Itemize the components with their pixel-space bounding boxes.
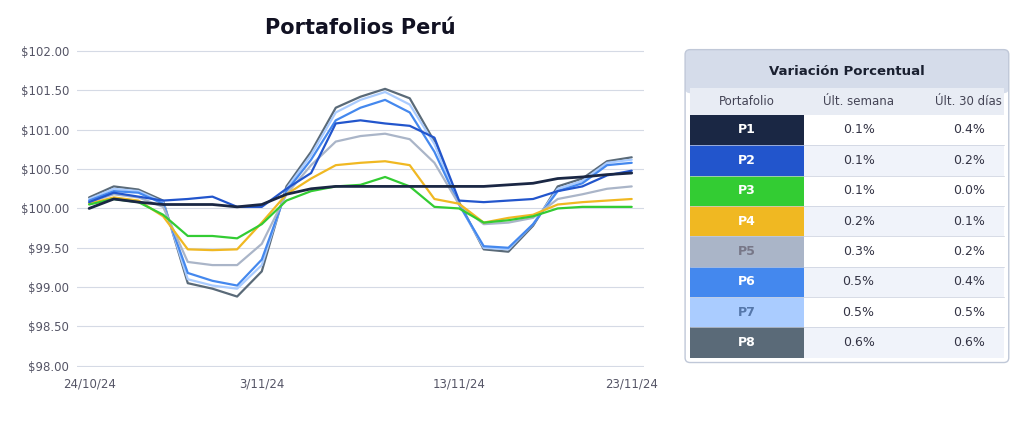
Bar [690, 115, 1004, 145]
Bar [690, 206, 1004, 236]
FancyBboxPatch shape [685, 50, 1009, 93]
Text: 0.1%: 0.1% [843, 184, 874, 197]
Bar [690, 88, 1004, 115]
Text: 0.3%: 0.3% [843, 245, 874, 258]
Bar [690, 145, 804, 176]
Text: 0.6%: 0.6% [952, 336, 985, 349]
Text: 0.5%: 0.5% [843, 306, 874, 319]
Bar [690, 327, 1004, 358]
Text: 0.1%: 0.1% [843, 154, 874, 167]
Text: P1: P1 [738, 124, 756, 137]
Text: P4: P4 [738, 215, 756, 228]
Text: P3: P3 [738, 184, 756, 197]
Bar [690, 297, 1004, 327]
Text: Últ. semana: Últ. semana [823, 95, 894, 108]
Text: P2: P2 [738, 154, 756, 167]
Bar [690, 327, 804, 358]
Text: P7: P7 [738, 306, 756, 319]
Bar [690, 297, 804, 327]
Text: 0.4%: 0.4% [952, 275, 985, 288]
Text: 0.1%: 0.1% [843, 124, 874, 137]
Bar [690, 267, 804, 297]
Text: 0.5%: 0.5% [952, 306, 985, 319]
Text: P5: P5 [738, 245, 756, 258]
Bar [690, 267, 1004, 297]
Text: 0.6%: 0.6% [843, 336, 874, 349]
Text: 0.4%: 0.4% [952, 124, 985, 137]
Title: Portafolios Perú: Portafolios Perú [265, 17, 456, 38]
Text: 0.1%: 0.1% [952, 215, 985, 228]
Text: 0.5%: 0.5% [843, 275, 874, 288]
Text: Variación Porcentual: Variación Porcentual [769, 65, 925, 78]
Bar [690, 176, 1004, 206]
Bar [690, 206, 804, 236]
Bar [690, 145, 1004, 176]
Bar [690, 236, 1004, 267]
Text: 0.2%: 0.2% [843, 215, 874, 228]
Text: Últ. 30 días: Últ. 30 días [935, 95, 1002, 108]
Text: 0.0%: 0.0% [952, 184, 985, 197]
Bar [690, 176, 804, 206]
Text: P6: P6 [738, 275, 756, 288]
Text: 0.2%: 0.2% [952, 154, 985, 167]
Text: P8: P8 [738, 336, 756, 349]
Bar [690, 115, 804, 145]
Text: Portafolio: Portafolio [719, 95, 775, 108]
Bar [690, 236, 804, 267]
Text: 0.2%: 0.2% [952, 245, 985, 258]
